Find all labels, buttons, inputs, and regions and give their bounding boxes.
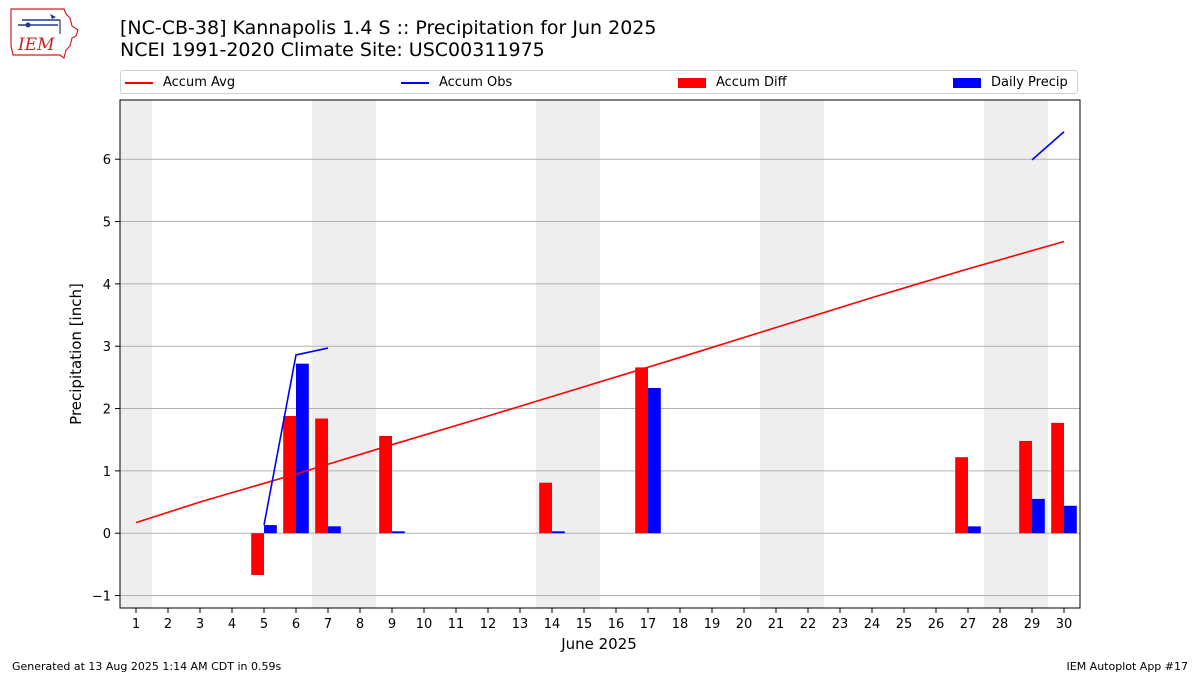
accum-diff-bar <box>1051 422 1064 534</box>
y-tick-label: 3 <box>103 340 111 355</box>
daily-precip-bar <box>392 531 405 534</box>
x-tick-label: 14 <box>544 617 561 632</box>
x-tick-label: 8 <box>356 617 364 632</box>
accum-diff-bar <box>315 418 328 534</box>
x-tick-label: 19 <box>704 617 721 632</box>
legend-label: Accum Diff <box>716 75 787 90</box>
x-tick-label: 12 <box>480 617 497 632</box>
daily-precip-bar <box>1064 505 1077 534</box>
accum-avg-line <box>135 240 1065 524</box>
y-tick-label: 0 <box>103 527 111 542</box>
daily-precip-bar <box>552 531 565 534</box>
legend-swatch <box>125 82 153 84</box>
y-axis-label: Precipitation [inch] <box>67 283 85 425</box>
y-tick-label: 4 <box>103 278 111 293</box>
iem-logo: IEM <box>8 6 80 60</box>
weekend-shading <box>120 100 1048 608</box>
y-tick-label: 6 <box>103 153 111 168</box>
accum-obs-line <box>1031 131 1065 161</box>
daily-precip-bar <box>968 526 981 534</box>
legend-swatch <box>401 82 429 84</box>
chart-title: [NC-CB-38] Kannapolis 1.4 S :: Precipita… <box>120 17 657 39</box>
x-tick-label: 3 <box>196 617 204 632</box>
x-tick-label: 4 <box>228 617 236 632</box>
x-tick-label: 30 <box>1056 617 1073 632</box>
weekend-shade <box>120 100 152 608</box>
footer-generated-text: Generated at 13 Aug 2025 1:14 AM CDT in … <box>12 660 282 673</box>
x-tick-label: 21 <box>768 617 785 632</box>
legend-swatch <box>953 78 981 88</box>
x-tick-label: 17 <box>640 617 657 632</box>
accum-diff-bar <box>251 533 264 575</box>
accum-diff-bar <box>379 435 392 534</box>
x-tick-label: 7 <box>324 617 332 632</box>
x-tick-label: 10 <box>416 617 433 632</box>
legend-label: Accum Obs <box>439 75 513 90</box>
x-tick-label: 18 <box>672 617 689 632</box>
accum-obs-line <box>263 347 329 526</box>
legend-swatch <box>678 78 706 88</box>
x-tick-label: 15 <box>576 617 593 632</box>
logo-text: IEM <box>17 35 55 55</box>
x-tick-label: 26 <box>928 617 945 632</box>
chart-subtitle: NCEI 1991-2020 Climate Site: USC00311975 <box>120 39 545 61</box>
x-tick-label: 29 <box>1024 617 1041 632</box>
series-lines <box>135 131 1065 526</box>
x-tick-label: 1 <box>132 617 140 632</box>
accum-diff-bar <box>1019 440 1032 534</box>
legend-label: Daily Precip <box>991 75 1068 90</box>
y-tick-label: 1 <box>103 465 111 480</box>
y-tick-label: −1 <box>92 590 111 605</box>
x-tick-label: 11 <box>448 617 465 632</box>
plot-frame <box>119 99 1081 609</box>
daily-precip-bar <box>296 363 309 534</box>
footer-app-text: IEM Autoplot App #17 <box>1066 660 1189 673</box>
x-tick-label: 24 <box>864 617 881 632</box>
x-tick-label: 2 <box>164 617 172 632</box>
accum-diff-bar <box>955 457 968 534</box>
y-tick-label: 5 <box>103 216 111 231</box>
x-tick-label: 28 <box>992 617 1009 632</box>
x-tick-label: 25 <box>896 617 913 632</box>
legend-label: Accum Avg <box>163 75 236 90</box>
daily-precip-bar <box>648 387 661 534</box>
iowa-state-outline-icon: IEM <box>10 8 79 60</box>
daily-precip-bar <box>328 526 341 534</box>
x-tick-label: 20 <box>736 617 753 632</box>
accum-diff-bar <box>539 482 552 534</box>
weekend-shade <box>760 100 824 608</box>
x-tick-label: 27 <box>960 617 977 632</box>
daily-precip-bar <box>264 525 277 534</box>
x-tick-label: 16 <box>608 617 625 632</box>
x-tick-label: 9 <box>388 617 396 632</box>
x-axis-ticks: 1 2 3 4 5 6 7 8 9 10 11 12 13 14 15 16 17 18 19 20 21 22 23 24 2… <box>132 608 1072 632</box>
accum-diff-bar <box>283 416 296 534</box>
chart-legend: Accum Avg Accum Obs Accum Diff Daily Pre… <box>120 70 1078 94</box>
x-tick-label: 23 <box>832 617 849 632</box>
accum-diff-bar <box>635 367 648 534</box>
x-tick-label: 5 <box>260 617 268 632</box>
x-tick-label: 22 <box>800 617 817 632</box>
x-tick-label: 13 <box>512 617 529 632</box>
bars <box>251 363 1077 575</box>
daily-precip-bar <box>1032 498 1045 534</box>
x-tick-label: 6 <box>292 617 300 632</box>
x-axis-label: June 2025 <box>560 635 637 653</box>
y-axis-ticks: −1 0 1 2 3 4 5 6 <box>92 153 120 605</box>
y-tick-label: 2 <box>103 403 111 418</box>
